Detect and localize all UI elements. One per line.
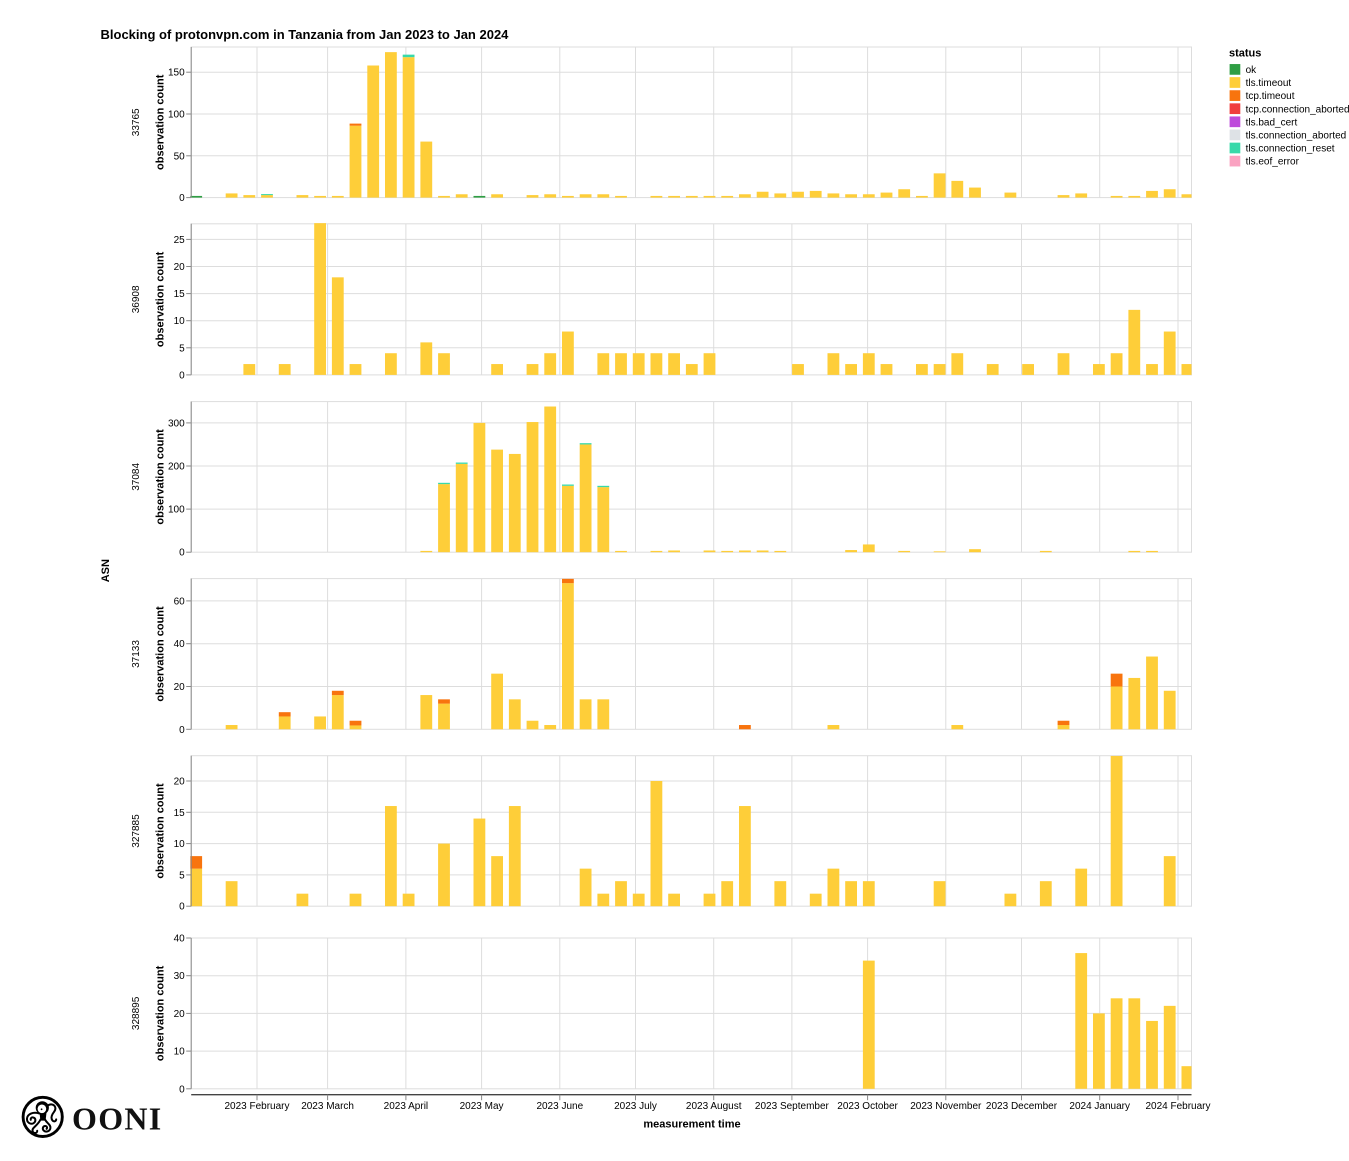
svg-text:0: 0: [179, 1084, 185, 1095]
svg-text:2023 February: 2023 February: [224, 1101, 289, 1112]
svg-text:100: 100: [168, 110, 185, 121]
svg-text:25: 25: [174, 235, 186, 246]
svg-text:observation count: observation count: [155, 965, 167, 1061]
svg-text:ok: ok: [1246, 65, 1258, 76]
svg-text:2024 January: 2024 January: [1069, 1101, 1130, 1112]
svg-text:2023 April: 2023 April: [384, 1101, 428, 1112]
svg-text:37133: 37133: [131, 640, 142, 668]
svg-text:2023 November: 2023 November: [910, 1101, 982, 1112]
svg-text:20: 20: [174, 777, 186, 788]
svg-text:observation count: observation count: [155, 429, 167, 525]
svg-text:150: 150: [168, 68, 185, 79]
svg-text:2023 May: 2023 May: [460, 1101, 504, 1112]
svg-text:2023 August: 2023 August: [686, 1101, 742, 1112]
svg-text:30: 30: [174, 971, 186, 982]
svg-text:observation count: observation count: [155, 783, 167, 879]
svg-text:2024 February: 2024 February: [1145, 1101, 1210, 1112]
svg-text:observation count: observation count: [155, 251, 167, 347]
svg-text:tcp.timeout: tcp.timeout: [1246, 91, 1295, 102]
svg-text:36908: 36908: [131, 285, 142, 313]
svg-text:50: 50: [174, 151, 186, 162]
svg-text:60: 60: [174, 596, 186, 607]
svg-text:10: 10: [174, 316, 186, 327]
svg-text:OONI: OONI: [72, 1101, 163, 1137]
svg-text:300: 300: [168, 418, 185, 429]
svg-text:40: 40: [174, 639, 186, 650]
svg-text:tls.connection_reset: tls.connection_reset: [1246, 144, 1335, 155]
svg-text:ASN: ASN: [100, 559, 112, 582]
svg-text:2023 September: 2023 September: [755, 1101, 830, 1112]
svg-text:37084: 37084: [131, 463, 142, 491]
svg-text:2023 October: 2023 October: [837, 1101, 898, 1112]
svg-text:5: 5: [179, 870, 185, 881]
svg-text:observation count: observation count: [155, 606, 167, 702]
svg-text:20: 20: [174, 682, 186, 693]
svg-text:2023 December: 2023 December: [986, 1101, 1058, 1112]
svg-text:status: status: [1229, 47, 1261, 59]
svg-text:33765: 33765: [131, 108, 142, 136]
svg-text:2023 March: 2023 March: [301, 1101, 354, 1112]
svg-text:10: 10: [174, 839, 186, 850]
svg-text:10: 10: [174, 1047, 186, 1058]
svg-text:measurement time: measurement time: [643, 1119, 740, 1131]
svg-text:20: 20: [174, 1009, 186, 1020]
svg-text:100: 100: [168, 505, 185, 516]
svg-text:Blocking of protonvpn.com in T: Blocking of protonvpn.com in Tanzania fr…: [101, 27, 510, 42]
svg-text:0: 0: [179, 902, 185, 913]
svg-text:327885: 327885: [131, 814, 142, 848]
svg-text:15: 15: [174, 289, 186, 300]
svg-text:0: 0: [179, 193, 185, 204]
svg-text:tls.bad_cert: tls.bad_cert: [1246, 117, 1298, 128]
svg-text:tcp.connection_aborted: tcp.connection_aborted: [1246, 104, 1349, 115]
svg-text:328895: 328895: [131, 996, 142, 1030]
svg-text:40: 40: [174, 934, 186, 945]
svg-text:tls.timeout: tls.timeout: [1246, 78, 1292, 89]
svg-text:tls.eof_error: tls.eof_error: [1246, 157, 1300, 168]
svg-text:0: 0: [179, 548, 185, 559]
svg-text:200: 200: [168, 462, 185, 473]
svg-text:2023 June: 2023 June: [536, 1101, 583, 1112]
svg-text:tls.connection_aborted: tls.connection_aborted: [1246, 131, 1347, 142]
svg-text:0: 0: [179, 725, 185, 736]
svg-text:20: 20: [174, 262, 186, 273]
svg-text:observation count: observation count: [155, 74, 167, 170]
svg-text:15: 15: [174, 808, 186, 819]
svg-text:5: 5: [179, 343, 185, 354]
svg-text:2023 July: 2023 July: [614, 1101, 657, 1112]
svg-text:0: 0: [179, 370, 185, 381]
